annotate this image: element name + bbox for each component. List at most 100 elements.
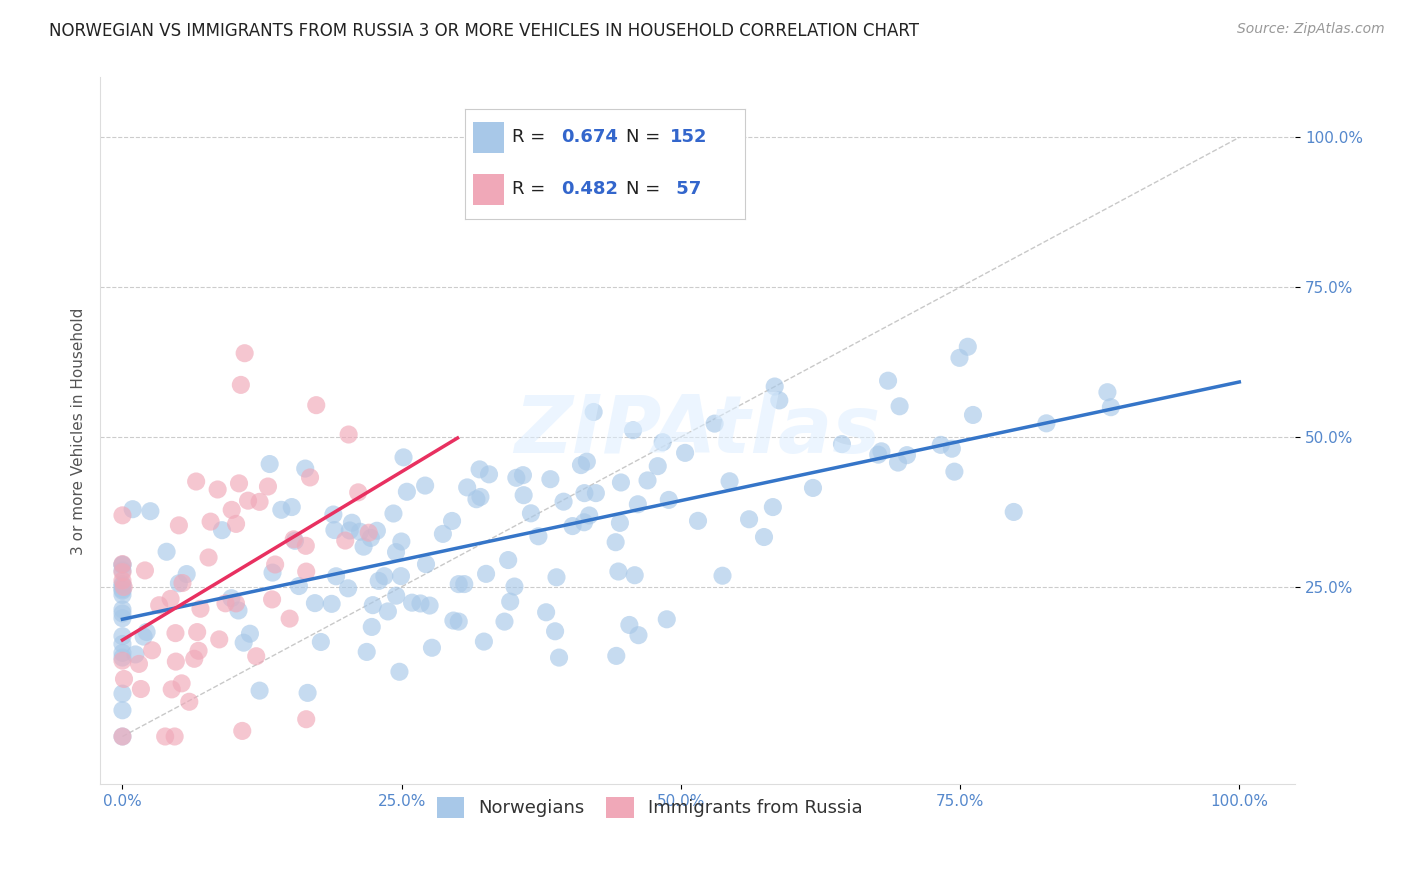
Point — [896, 448, 918, 462]
Point — [111, 583, 134, 598]
Point — [295, 565, 318, 579]
Point — [360, 620, 382, 634]
Point — [801, 481, 824, 495]
Point — [228, 603, 250, 617]
Point — [139, 504, 162, 518]
Point — [111, 602, 134, 616]
Point — [419, 599, 441, 613]
Point — [347, 485, 370, 500]
Point — [228, 476, 250, 491]
Point — [468, 462, 491, 476]
Point — [578, 508, 600, 523]
Point — [877, 374, 900, 388]
Point — [231, 723, 253, 738]
Point — [651, 435, 673, 450]
Point — [186, 475, 208, 489]
Point — [321, 597, 343, 611]
Point — [299, 470, 322, 484]
Point — [1002, 505, 1025, 519]
Point — [503, 580, 526, 594]
Y-axis label: 3 or more Vehicles in Household: 3 or more Vehicles in Household — [72, 307, 86, 555]
Point — [538, 472, 561, 486]
Point — [111, 574, 134, 588]
Point — [112, 672, 135, 686]
Point — [176, 567, 198, 582]
Point — [447, 577, 470, 591]
Point — [249, 495, 271, 509]
Point — [870, 444, 893, 458]
Point — [262, 592, 284, 607]
Point — [132, 630, 155, 644]
Point — [360, 531, 382, 545]
Point — [420, 640, 443, 655]
Point — [401, 596, 423, 610]
Point — [335, 533, 357, 548]
Point — [111, 654, 134, 668]
Point — [470, 490, 492, 504]
Point — [546, 570, 568, 584]
Point — [574, 486, 596, 500]
Point — [349, 524, 371, 539]
Point — [520, 506, 543, 520]
Point — [111, 646, 134, 660]
Point — [453, 577, 475, 591]
Point — [534, 605, 557, 619]
Point — [229, 377, 252, 392]
Point — [494, 615, 516, 629]
Point — [366, 524, 388, 538]
Point — [111, 577, 134, 591]
Point — [868, 448, 890, 462]
Point — [409, 597, 432, 611]
Point — [236, 493, 259, 508]
Point — [831, 437, 853, 451]
Point — [165, 626, 187, 640]
Point — [389, 569, 412, 583]
Point — [259, 457, 281, 471]
Point — [585, 486, 607, 500]
Point — [496, 553, 519, 567]
Point — [432, 527, 454, 541]
Point — [392, 450, 415, 465]
Point — [225, 596, 247, 610]
Point — [887, 456, 910, 470]
Point — [609, 516, 631, 530]
Point — [472, 634, 495, 648]
Point — [627, 628, 650, 642]
Point — [752, 530, 775, 544]
Point — [288, 579, 311, 593]
Point — [941, 442, 963, 456]
Point — [183, 652, 205, 666]
Point — [111, 629, 134, 643]
Point — [1035, 417, 1057, 431]
Point — [373, 569, 395, 583]
Point — [112, 580, 135, 594]
Point — [111, 730, 134, 744]
Point — [172, 576, 194, 591]
Point — [160, 682, 183, 697]
Point — [111, 650, 134, 665]
Point — [353, 540, 375, 554]
Point — [956, 340, 979, 354]
Point — [388, 665, 411, 679]
Point — [367, 574, 389, 588]
Point — [295, 712, 318, 726]
Point — [111, 637, 134, 651]
Point — [357, 525, 380, 540]
Point — [561, 519, 583, 533]
Point — [610, 475, 633, 490]
Point — [929, 438, 952, 452]
Point — [475, 566, 498, 581]
Point — [134, 564, 156, 578]
Point — [167, 576, 190, 591]
Point — [232, 635, 254, 649]
Point — [385, 589, 408, 603]
Point — [167, 518, 190, 533]
Point — [221, 591, 243, 606]
Point — [179, 695, 201, 709]
Point — [245, 649, 267, 664]
Point — [304, 596, 326, 610]
Point — [718, 475, 741, 489]
Point — [153, 730, 176, 744]
Point — [544, 624, 567, 639]
Point — [478, 467, 501, 482]
